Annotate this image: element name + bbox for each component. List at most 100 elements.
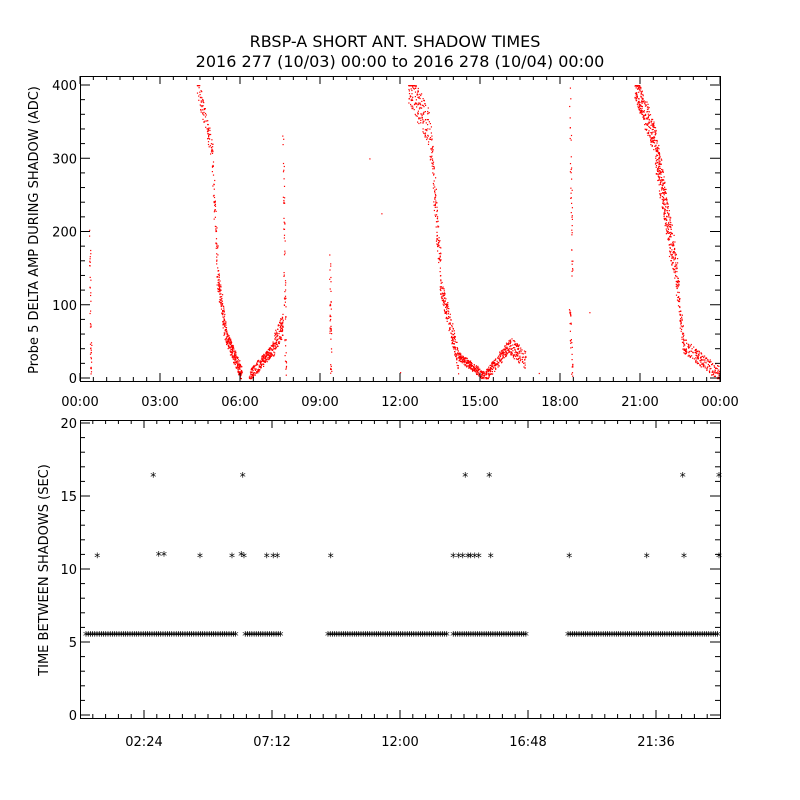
data-point bbox=[90, 249, 92, 252]
data-point bbox=[491, 373, 493, 375]
data-point bbox=[698, 354, 700, 356]
data-point bbox=[665, 223, 667, 226]
data-point bbox=[250, 376, 253, 378]
data-point bbox=[660, 187, 663, 189]
asterisk-marker: * bbox=[272, 629, 279, 643]
data-point bbox=[236, 360, 239, 362]
data-point bbox=[690, 350, 692, 352]
data-point bbox=[437, 258, 439, 260]
data-point bbox=[499, 354, 501, 356]
data-point bbox=[421, 93, 423, 95]
data-point bbox=[415, 85, 417, 87]
data-point bbox=[482, 373, 484, 375]
data-point bbox=[443, 294, 446, 296]
data-point bbox=[253, 373, 255, 375]
data-point bbox=[436, 243, 438, 245]
data-point bbox=[671, 224, 673, 226]
data-point bbox=[415, 103, 417, 105]
data-point bbox=[237, 371, 240, 373]
data-point bbox=[642, 97, 644, 100]
data-point bbox=[285, 345, 287, 347]
data-point bbox=[524, 352, 526, 354]
data-point bbox=[456, 364, 458, 367]
data-point bbox=[282, 329, 284, 331]
asterisk-marker: * bbox=[705, 629, 712, 643]
data-point bbox=[655, 129, 657, 132]
data-point bbox=[650, 144, 652, 146]
data-point bbox=[507, 343, 509, 345]
data-point bbox=[653, 136, 655, 138]
data-point bbox=[426, 119, 428, 121]
data-point bbox=[207, 133, 209, 135]
data-point bbox=[271, 345, 273, 347]
data-point bbox=[665, 188, 667, 190]
data-point bbox=[272, 345, 274, 347]
data-point bbox=[424, 103, 426, 105]
data-point bbox=[421, 104, 423, 106]
data-point bbox=[510, 354, 512, 356]
data-point bbox=[89, 256, 91, 258]
data-point bbox=[446, 308, 448, 310]
data-point bbox=[232, 345, 234, 347]
data-point bbox=[713, 372, 715, 374]
data-point bbox=[502, 355, 504, 357]
asterisk-marker: * bbox=[203, 629, 210, 643]
data-point bbox=[201, 97, 203, 99]
data-point bbox=[212, 150, 214, 152]
data-point bbox=[499, 353, 501, 355]
data-point bbox=[274, 333, 276, 335]
data-point bbox=[516, 344, 518, 346]
asterisk-marker: * bbox=[408, 629, 415, 643]
data-point bbox=[212, 146, 214, 148]
data-point bbox=[433, 184, 435, 186]
data-point bbox=[425, 104, 427, 106]
asterisk-marker: * bbox=[221, 629, 228, 643]
data-point bbox=[652, 128, 654, 130]
data-point bbox=[435, 215, 437, 217]
data-point bbox=[469, 367, 471, 369]
data-point bbox=[646, 128, 648, 130]
data-point bbox=[225, 327, 228, 329]
data-point bbox=[490, 368, 492, 370]
data-point bbox=[493, 363, 495, 365]
data-point bbox=[460, 354, 462, 356]
asterisk-marker: * bbox=[342, 629, 349, 643]
data-point bbox=[431, 162, 433, 164]
data-point bbox=[283, 178, 285, 180]
data-point bbox=[445, 312, 447, 314]
asterisk-marker: * bbox=[373, 629, 380, 643]
data-point bbox=[571, 359, 573, 361]
data-point bbox=[503, 349, 505, 351]
data-point bbox=[250, 371, 252, 373]
data-point bbox=[417, 112, 419, 114]
data-point bbox=[657, 168, 659, 170]
x-tick-label: 16:48 bbox=[509, 735, 546, 750]
data-point bbox=[447, 317, 449, 319]
data-point bbox=[434, 198, 436, 200]
data-point bbox=[436, 234, 438, 237]
data-point bbox=[329, 254, 331, 256]
data-point bbox=[432, 151, 434, 153]
data-point bbox=[275, 341, 277, 343]
data-point bbox=[660, 181, 662, 183]
data-point bbox=[207, 130, 209, 132]
data-point bbox=[409, 85, 411, 87]
data-point bbox=[200, 105, 202, 107]
data-point bbox=[262, 360, 264, 362]
data-point bbox=[412, 105, 414, 107]
data-point bbox=[641, 111, 643, 113]
data-point bbox=[423, 132, 425, 134]
data-point bbox=[90, 279, 92, 281]
data-point bbox=[639, 90, 641, 92]
data-point bbox=[436, 231, 438, 233]
data-point bbox=[218, 275, 220, 277]
data-point bbox=[651, 137, 653, 139]
data-point bbox=[698, 350, 700, 352]
data-point bbox=[269, 354, 271, 356]
data-point bbox=[482, 371, 484, 373]
data-point bbox=[427, 110, 429, 113]
data-point bbox=[702, 366, 704, 368]
data-point bbox=[432, 149, 434, 151]
data-point bbox=[236, 361, 238, 363]
data-point bbox=[283, 272, 285, 274]
